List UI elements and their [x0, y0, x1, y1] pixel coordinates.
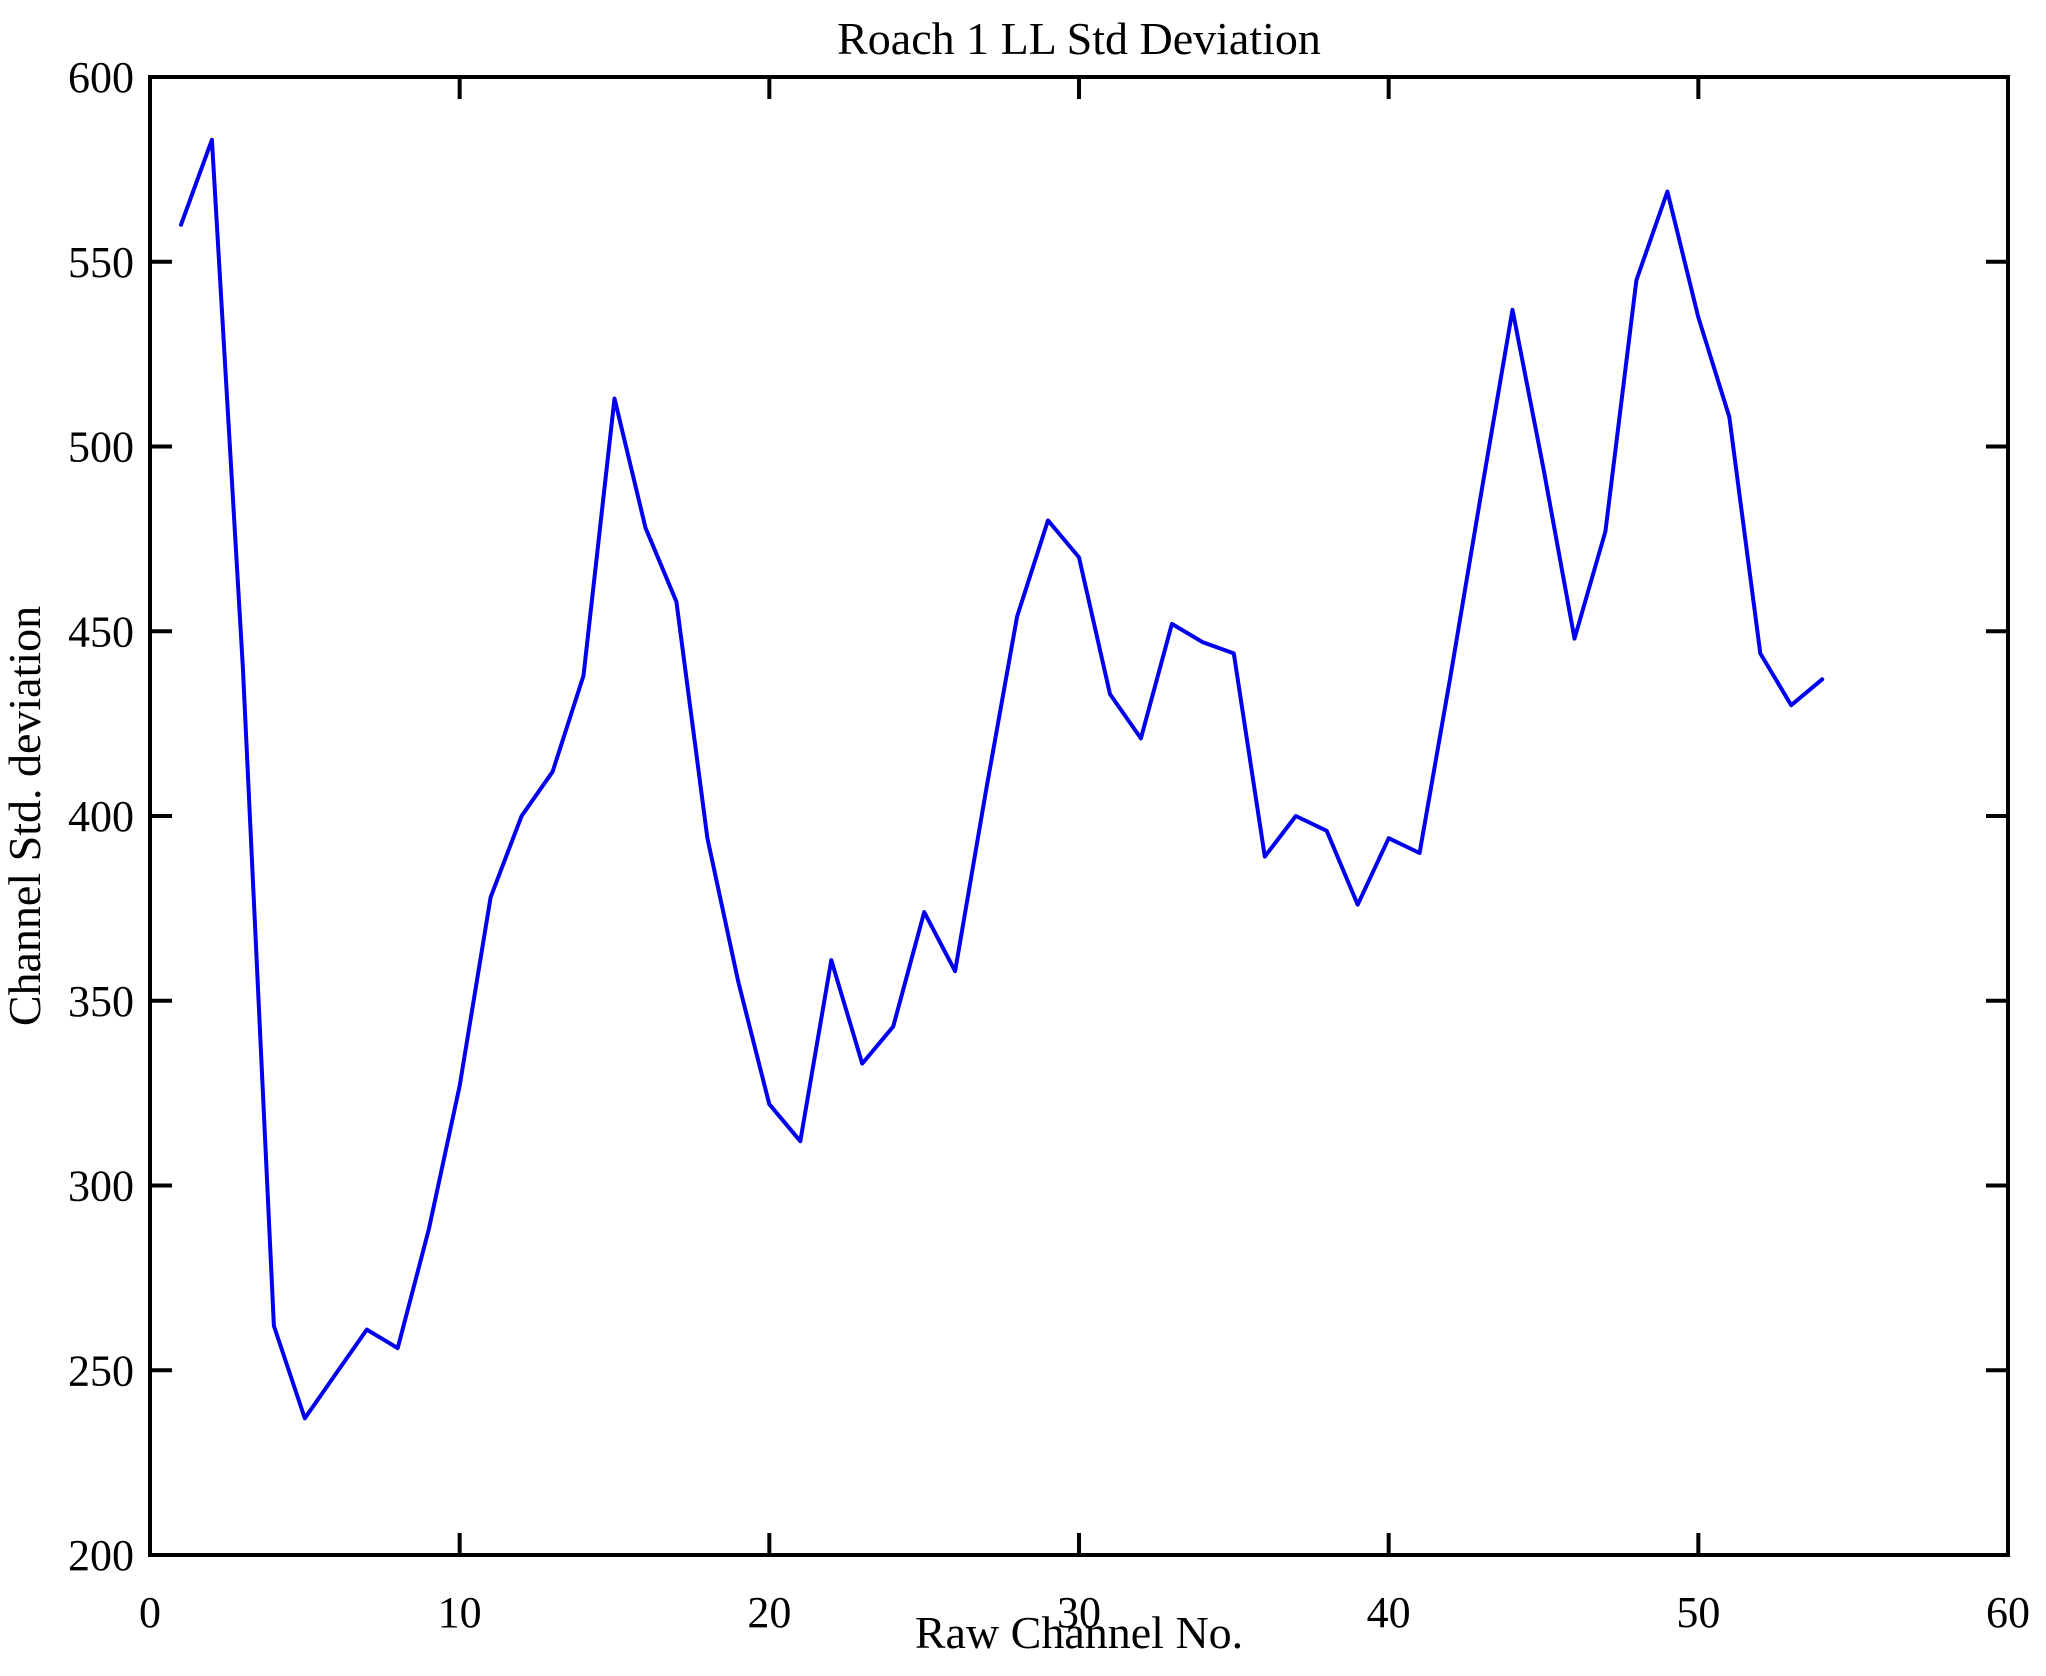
y-tick-label: 500 — [68, 423, 134, 472]
y-tick-label: 550 — [68, 238, 134, 287]
x-tick-label: 30 — [1057, 1588, 1101, 1637]
y-tick-label: 250 — [68, 1346, 134, 1395]
y-tick-label: 400 — [68, 792, 134, 841]
y-tick-label: 350 — [68, 977, 134, 1026]
y-tick-label: 450 — [68, 607, 134, 656]
y-axis-ticks: 200 250 300 350 400 450 500 550 600 — [68, 53, 2008, 1580]
x-axis-label: Raw Channel No. — [915, 1607, 1243, 1658]
x-tick-label: 50 — [1676, 1588, 1720, 1637]
plot-area-border — [148, 75, 2010, 1557]
x-tick-label: 10 — [438, 1588, 482, 1637]
y-tick-label: 300 — [68, 1162, 134, 1211]
x-tick-label: 40 — [1367, 1588, 1411, 1637]
y-tick-label: 600 — [68, 53, 134, 102]
x-axis-ticks: 0 10 20 30 40 50 60 — [139, 77, 2030, 1637]
y-tick-label: 200 — [68, 1531, 134, 1580]
chart-title: Roach 1 LL Std Deviation — [837, 13, 1321, 64]
data-line — [179, 137, 1825, 1421]
y-axis-label: Channel Std. deviation — [0, 606, 50, 1026]
x-tick-label: 60 — [1986, 1588, 2030, 1637]
x-tick-label: 20 — [747, 1588, 791, 1637]
x-tick-label: 0 — [139, 1588, 161, 1637]
